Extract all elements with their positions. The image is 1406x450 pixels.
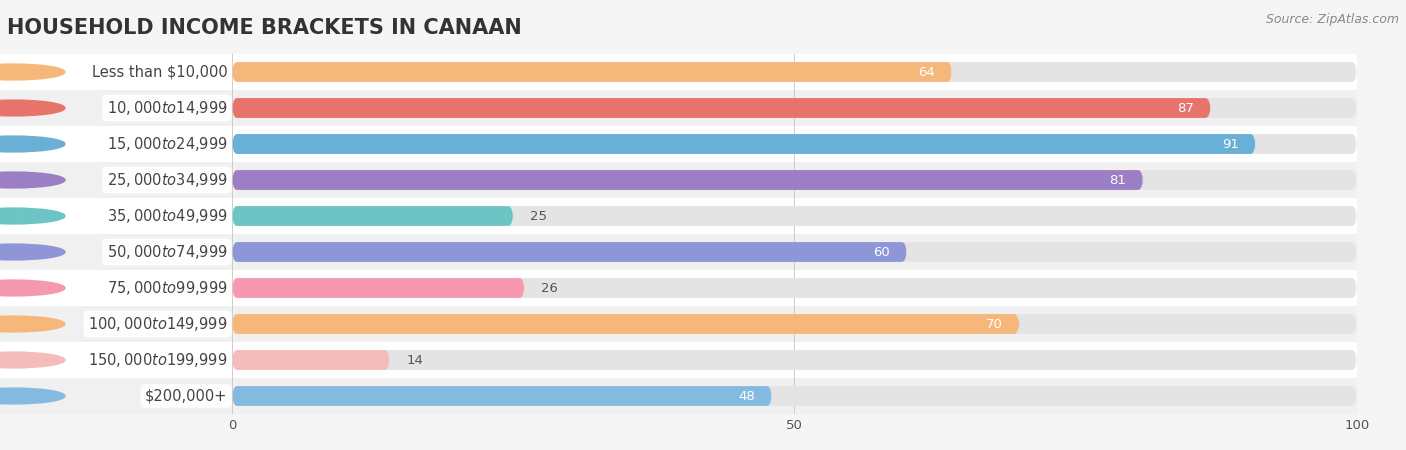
Text: Less than $10,000: Less than $10,000 bbox=[91, 64, 228, 80]
FancyBboxPatch shape bbox=[0, 270, 232, 306]
FancyBboxPatch shape bbox=[232, 306, 1357, 342]
Text: 64: 64 bbox=[918, 66, 935, 78]
FancyBboxPatch shape bbox=[232, 350, 389, 370]
FancyBboxPatch shape bbox=[0, 342, 232, 378]
FancyBboxPatch shape bbox=[232, 234, 1357, 270]
Circle shape bbox=[0, 136, 65, 152]
Circle shape bbox=[0, 100, 65, 116]
Circle shape bbox=[0, 244, 65, 260]
Circle shape bbox=[0, 352, 65, 368]
FancyBboxPatch shape bbox=[0, 126, 232, 162]
FancyBboxPatch shape bbox=[232, 170, 1357, 190]
FancyBboxPatch shape bbox=[232, 242, 1357, 262]
Text: 26: 26 bbox=[541, 282, 558, 294]
Text: 70: 70 bbox=[986, 318, 1002, 330]
FancyBboxPatch shape bbox=[232, 90, 1357, 126]
FancyBboxPatch shape bbox=[232, 126, 1357, 162]
FancyBboxPatch shape bbox=[0, 234, 232, 270]
FancyBboxPatch shape bbox=[232, 206, 513, 226]
Text: 81: 81 bbox=[1109, 174, 1126, 186]
FancyBboxPatch shape bbox=[232, 278, 524, 298]
Text: $100,000 to $149,999: $100,000 to $149,999 bbox=[89, 315, 228, 333]
Circle shape bbox=[0, 172, 65, 188]
FancyBboxPatch shape bbox=[232, 62, 1357, 82]
FancyBboxPatch shape bbox=[232, 98, 1211, 118]
Circle shape bbox=[0, 64, 65, 80]
FancyBboxPatch shape bbox=[0, 54, 232, 90]
Circle shape bbox=[0, 208, 65, 224]
FancyBboxPatch shape bbox=[232, 242, 907, 262]
Text: 14: 14 bbox=[406, 354, 423, 366]
Text: Source: ZipAtlas.com: Source: ZipAtlas.com bbox=[1265, 14, 1399, 27]
FancyBboxPatch shape bbox=[232, 314, 1019, 334]
FancyBboxPatch shape bbox=[232, 134, 1357, 154]
FancyBboxPatch shape bbox=[0, 198, 232, 234]
Circle shape bbox=[0, 316, 65, 332]
FancyBboxPatch shape bbox=[232, 170, 1143, 190]
FancyBboxPatch shape bbox=[232, 270, 1357, 306]
FancyBboxPatch shape bbox=[232, 386, 772, 406]
Circle shape bbox=[0, 280, 65, 296]
Text: $15,000 to $24,999: $15,000 to $24,999 bbox=[107, 135, 228, 153]
Text: 25: 25 bbox=[530, 210, 547, 222]
FancyBboxPatch shape bbox=[232, 350, 1357, 370]
FancyBboxPatch shape bbox=[232, 134, 1256, 154]
Text: 91: 91 bbox=[1222, 138, 1239, 150]
FancyBboxPatch shape bbox=[232, 378, 1357, 414]
FancyBboxPatch shape bbox=[0, 90, 232, 126]
FancyBboxPatch shape bbox=[0, 306, 232, 342]
Text: 48: 48 bbox=[738, 390, 755, 402]
FancyBboxPatch shape bbox=[232, 98, 1357, 118]
Text: $50,000 to $74,999: $50,000 to $74,999 bbox=[107, 243, 228, 261]
FancyBboxPatch shape bbox=[232, 386, 1357, 406]
FancyBboxPatch shape bbox=[232, 54, 1357, 90]
FancyBboxPatch shape bbox=[232, 342, 1357, 378]
Text: $75,000 to $99,999: $75,000 to $99,999 bbox=[107, 279, 228, 297]
FancyBboxPatch shape bbox=[232, 62, 952, 82]
FancyBboxPatch shape bbox=[0, 162, 232, 198]
Text: 87: 87 bbox=[1177, 102, 1194, 114]
FancyBboxPatch shape bbox=[232, 206, 1357, 226]
Text: $150,000 to $199,999: $150,000 to $199,999 bbox=[89, 351, 228, 369]
FancyBboxPatch shape bbox=[232, 198, 1357, 234]
FancyBboxPatch shape bbox=[232, 162, 1357, 198]
Text: $25,000 to $34,999: $25,000 to $34,999 bbox=[107, 171, 228, 189]
Text: $10,000 to $14,999: $10,000 to $14,999 bbox=[107, 99, 228, 117]
Text: $35,000 to $49,999: $35,000 to $49,999 bbox=[107, 207, 228, 225]
Text: HOUSEHOLD INCOME BRACKETS IN CANAAN: HOUSEHOLD INCOME BRACKETS IN CANAAN bbox=[7, 18, 522, 38]
Text: 60: 60 bbox=[873, 246, 890, 258]
Text: $200,000+: $200,000+ bbox=[145, 388, 228, 404]
Circle shape bbox=[0, 388, 65, 404]
FancyBboxPatch shape bbox=[232, 278, 1357, 298]
FancyBboxPatch shape bbox=[232, 314, 1357, 334]
FancyBboxPatch shape bbox=[0, 378, 232, 414]
